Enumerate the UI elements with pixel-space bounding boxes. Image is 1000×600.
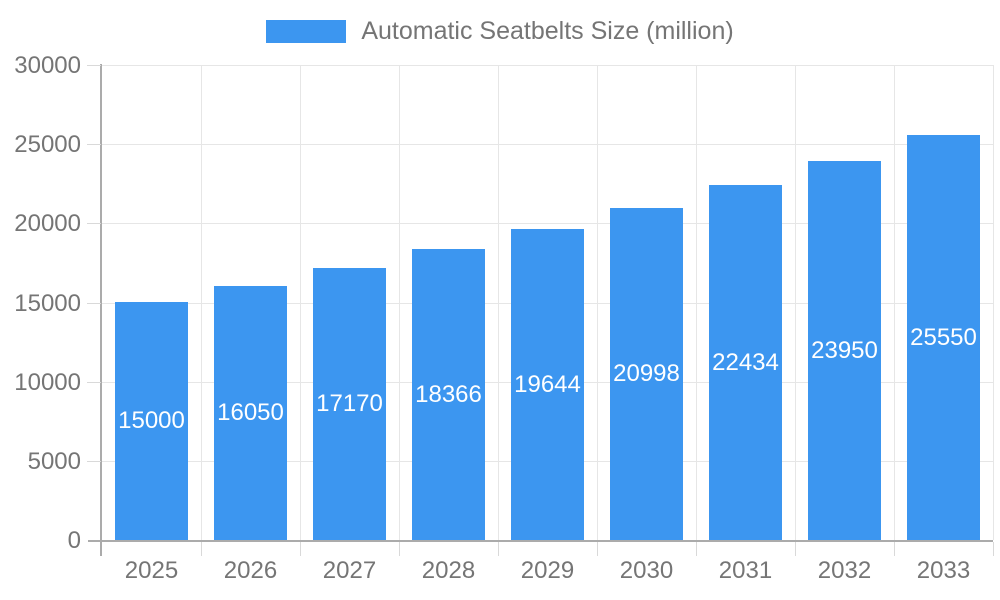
y-axis-tick-label: 25000 — [14, 131, 81, 158]
v-gridline — [795, 65, 796, 540]
legend-item[interactable]: Automatic Seatbelts Size (million) — [266, 17, 734, 46]
y-axis-tick-label: 20000 — [14, 210, 81, 237]
x-axis-tick — [993, 542, 994, 556]
bar-value-label: 18366 — [415, 380, 482, 408]
legend-swatch-icon — [266, 20, 347, 43]
x-axis-tick — [597, 542, 598, 556]
v-gridline — [201, 65, 202, 540]
x-axis-tick — [201, 542, 202, 556]
bar[interactable]: 20998 — [610, 208, 683, 540]
h-gridline — [102, 65, 993, 66]
x-axis-tick-label: 2030 — [619, 557, 674, 584]
y-axis-tick — [87, 382, 101, 383]
bar-value-label: 20998 — [613, 360, 680, 387]
x-axis-tick-label: 2032 — [817, 557, 872, 584]
y-axis-tick — [87, 65, 101, 66]
bar-value-label: 17170 — [316, 390, 383, 417]
bar[interactable]: 17170 — [313, 268, 386, 540]
x-axis-tick-label: 2028 — [421, 557, 476, 584]
bar[interactable]: 15000 — [115, 302, 188, 540]
legend-label: Automatic Seatbelts Size (million) — [361, 17, 734, 45]
bar-value-label: 16050 — [217, 399, 284, 426]
x-axis-tick — [795, 542, 796, 556]
h-gridline — [102, 144, 993, 145]
x-axis-tick — [498, 542, 499, 556]
y-axis-tick — [87, 144, 101, 145]
x-axis-tick-label: 2029 — [520, 557, 575, 584]
bar-value-label: 15000 — [118, 407, 185, 434]
x-axis-tick-label: 2025 — [124, 557, 179, 584]
bar[interactable]: 19644 — [511, 229, 584, 540]
y-axis-line — [100, 64, 102, 556]
x-axis-tick — [696, 542, 697, 556]
y-axis-tick — [87, 303, 101, 304]
x-axis-tick — [399, 542, 400, 556]
bar[interactable]: 18366 — [412, 249, 485, 540]
y-axis-tick-label: 10000 — [14, 369, 81, 396]
y-axis-tick — [87, 461, 101, 462]
x-axis-tick-label: 2027 — [322, 557, 377, 584]
x-axis-tick-label: 2033 — [916, 557, 971, 584]
bar[interactable]: 22434 — [709, 185, 782, 540]
bar-value-label: 19644 — [514, 370, 581, 398]
x-axis-tick-label: 2031 — [718, 557, 773, 584]
v-gridline — [300, 65, 301, 540]
x-axis-tick-label: 2026 — [223, 557, 278, 584]
x-axis-line — [88, 540, 993, 542]
y-axis-tick-label: 30000 — [14, 52, 81, 79]
h-gridline — [102, 223, 993, 224]
bar[interactable]: 25550 — [907, 135, 980, 540]
bar[interactable]: 23950 — [808, 161, 881, 540]
x-axis-tick — [300, 542, 301, 556]
v-gridline — [399, 65, 400, 540]
bar-value-label: 25550 — [910, 323, 977, 351]
y-axis-tick-label: 0 — [67, 527, 81, 554]
bar-value-label: 22434 — [712, 348, 779, 376]
x-axis-tick — [894, 542, 895, 556]
v-gridline — [498, 65, 499, 540]
v-gridline — [993, 65, 994, 540]
y-axis-tick-label: 5000 — [27, 448, 81, 475]
y-axis-tick — [87, 223, 101, 224]
legend: Automatic Seatbelts Size (million) — [0, 17, 1000, 46]
v-gridline — [597, 65, 598, 540]
y-axis-tick-label: 15000 — [14, 290, 81, 317]
v-gridline — [894, 65, 895, 540]
bar[interactable]: 16050 — [214, 286, 287, 540]
bar-value-label: 23950 — [811, 336, 878, 364]
v-gridline — [696, 65, 697, 540]
